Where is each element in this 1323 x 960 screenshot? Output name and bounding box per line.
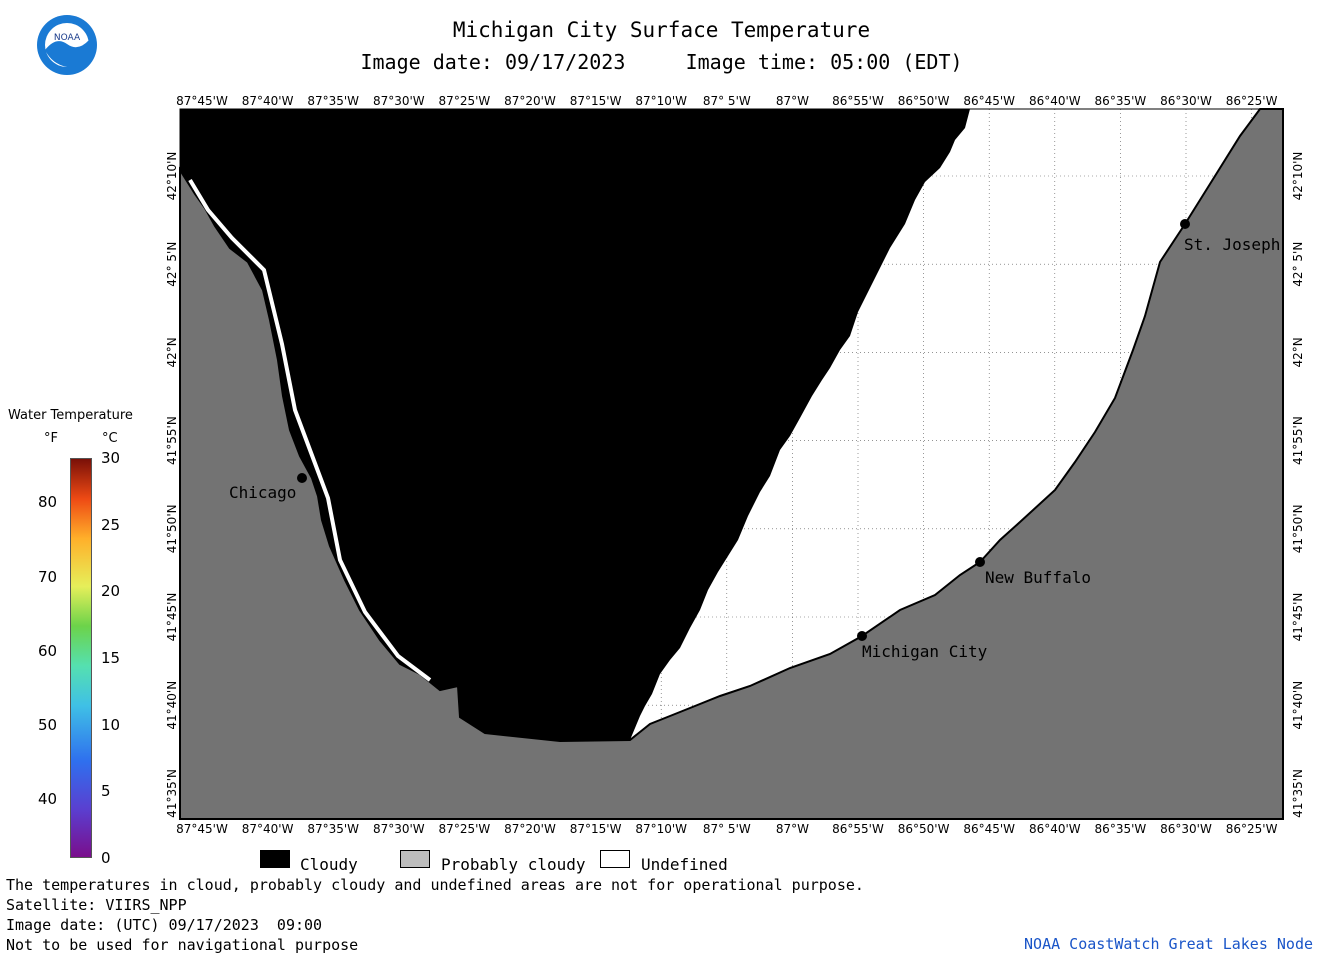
lat-tick-label: 41°55'N: [165, 416, 179, 465]
lon-tick-label: 86°50'W: [898, 94, 950, 108]
place-michigan-city: Michigan City: [857, 631, 988, 661]
colorbar-f-label: 40: [38, 789, 58, 808]
cloudy-area: [180, 109, 970, 741]
lon-tick-label: 86°40'W: [1029, 822, 1081, 836]
lon-tick-label: 86°30'W: [1160, 94, 1212, 108]
map-frame: [179, 108, 1284, 820]
colorbar-f-label: 60: [38, 641, 58, 660]
lat-tick-label: 42°N: [165, 337, 179, 367]
lon-tick-label: 87°30'W: [373, 822, 425, 836]
key-swatch-cloudy: [260, 850, 290, 868]
lat-tick-label: 41°35'N: [1291, 769, 1305, 818]
place-new-buffalo: New Buffalo: [975, 557, 1091, 587]
unit-fahrenheit: °F: [44, 431, 58, 446]
longitude-labels-top: 87°45'W 87°40'W 87°35'W 87°30'W 87°25'W 87°20…: [176, 94, 1277, 108]
colorbar-c-label: 25: [101, 515, 121, 534]
lon-tick-label: 86°35'W: [1095, 94, 1147, 108]
place-label: St. Joseph: [1184, 235, 1280, 254]
lon-tick-label: 87°15'W: [570, 94, 622, 108]
note-operational: The temperatures in cloud, probably clou…: [6, 876, 864, 894]
colorbar-c-label: 15: [101, 649, 121, 667]
colorbar-f-label: 50: [38, 715, 58, 734]
lon-tick-label: 86°30'W: [1160, 822, 1212, 836]
temperature-colorbar: [70, 458, 92, 858]
map-title: Michigan City Surface Temperature: [452, 18, 871, 42]
lon-tick-label: 86°40'W: [1029, 94, 1081, 108]
lon-tick-label: 86°45'W: [963, 94, 1015, 108]
note-navigation: Not to be used for navigational purpose: [6, 936, 359, 954]
colorbar-c-label: 0: [101, 849, 111, 867]
lon-tick-label: 87°25'W: [439, 94, 491, 108]
credit-text: NOAA CoastWatch Great Lakes Node: [1024, 935, 1313, 953]
colorbar-f-label: 70: [38, 567, 58, 586]
lat-tick-label: 41°55'N: [1291, 416, 1305, 465]
key-swatch-undefined: [600, 850, 630, 868]
place-chicago: Chicago: [229, 473, 307, 502]
lon-tick-label: 87° 5'W: [703, 822, 751, 836]
lon-tick-label: 87°35'W: [307, 822, 359, 836]
lon-tick-label: 87°20'W: [504, 94, 556, 108]
noaa-logo-text: NOAA: [54, 33, 81, 43]
unit-celsius: °C: [102, 431, 118, 446]
lat-tick-label: 42°10'N: [165, 152, 179, 201]
lat-tick-label: 41°50'N: [165, 504, 179, 553]
lon-tick-label: 86°35'W: [1095, 822, 1147, 836]
key-label-undefined: Undefined: [641, 855, 728, 874]
key-label-probably-cloudy: Probably cloudy: [441, 855, 586, 874]
lat-tick-label: 42° 5'N: [165, 242, 179, 287]
lon-tick-label: 87° 5'W: [703, 94, 751, 108]
lon-tick-label: 87°40'W: [242, 822, 294, 836]
key-swatch-probably-cloudy: [400, 850, 430, 868]
image-date-time: Image date: 09/17/2023 Image time: 05:00…: [360, 50, 963, 74]
lat-tick-label: 42°10'N: [1291, 152, 1305, 201]
colorbar-c-label: 20: [101, 582, 121, 601]
noaa-logo-icon: NOAA: [37, 15, 97, 75]
colorbar-f-label: 80: [38, 493, 58, 512]
lon-tick-label: 86°55'W: [832, 822, 884, 836]
note-satellite: Satellite: VIIRS_NPP: [6, 896, 187, 914]
lat-tick-label: 41°45'N: [165, 593, 179, 642]
lat-tick-label: 41°45'N: [1291, 593, 1305, 642]
key-label-cloudy: Cloudy: [300, 855, 358, 874]
lon-tick-label: 87°25'W: [439, 822, 491, 836]
land-area: [179, 108, 1284, 820]
lon-tick-label: 86°55'W: [832, 94, 884, 108]
place-label: Chicago: [229, 483, 296, 502]
lat-tick-label: 41°50'N: [1291, 504, 1305, 553]
place-label: Michigan City: [862, 642, 988, 661]
longitude-labels-bottom: 87°45'W 87°40'W 87°35'W 87°30'W 87°25'W 87°20…: [176, 822, 1277, 836]
lon-tick-label: 87°10'W: [635, 94, 687, 108]
lat-tick-label: 41°40'N: [1291, 681, 1305, 730]
lon-tick-label: 87°15'W: [570, 822, 622, 836]
latitude-labels-right: 42°10'N 42° 5'N 42°N 41°55'N 41°50'N 41°45'N 4…: [1291, 152, 1305, 818]
place-label: New Buffalo: [985, 568, 1091, 587]
colorbar-c-label: 10: [101, 715, 121, 734]
note-image-date-utc: Image date: (UTC) 09/17/2023 09:00: [6, 916, 323, 934]
lon-tick-label: 86°25'W: [1226, 94, 1278, 108]
lon-tick-label: 87°W: [776, 94, 809, 108]
lon-tick-label: 86°50'W: [898, 822, 950, 836]
lon-tick-label: 87°35'W: [307, 94, 359, 108]
legend-title: Water Temperature: [8, 408, 133, 423]
lon-tick-label: 87°10'W: [635, 822, 687, 836]
lon-tick-label: 87°20'W: [504, 822, 556, 836]
lat-tick-label: 42° 5'N: [1291, 242, 1305, 287]
lon-tick-label: 87°W: [776, 822, 809, 836]
place-st-joseph: St. Joseph: [1180, 219, 1280, 254]
lat-tick-label: 42°N: [1291, 337, 1305, 367]
lon-tick-label: 87°45'W: [176, 822, 228, 836]
lon-tick-label: 87°45'W: [176, 94, 228, 108]
lon-tick-label: 86°25'W: [1226, 822, 1278, 836]
lon-tick-label: 87°30'W: [373, 94, 425, 108]
lon-tick-label: 86°45'W: [963, 822, 1015, 836]
colorbar-c-label: 30: [101, 449, 121, 467]
lat-tick-label: 41°35'N: [165, 769, 179, 818]
lat-tick-label: 41°40'N: [165, 681, 179, 730]
coastal-fringe: [188, 178, 432, 682]
latitude-labels-left: 42°10'N 42° 5'N 42°N 41°55'N 41°50'N 41°45'N 4…: [165, 152, 179, 818]
lon-tick-label: 87°40'W: [242, 94, 294, 108]
colorbar-c-label: 5: [101, 782, 111, 801]
